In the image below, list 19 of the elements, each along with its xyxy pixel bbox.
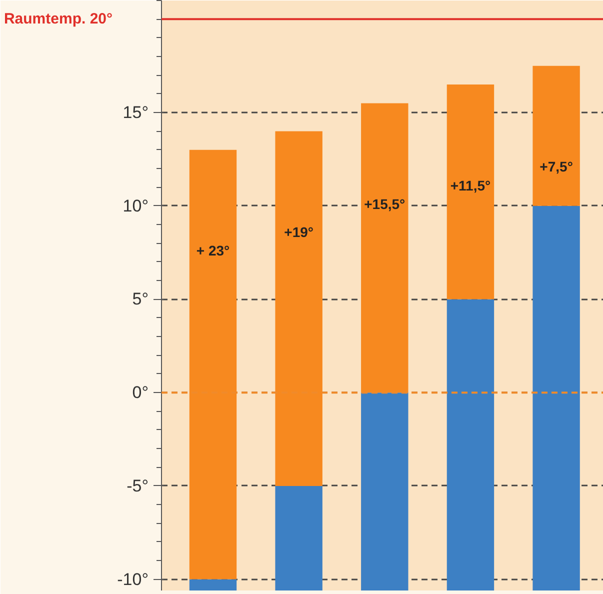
bar xyxy=(532,66,580,206)
y-tick-label: 5° xyxy=(132,290,149,309)
data-label: +15,5° xyxy=(364,196,406,212)
data-label: + 23° xyxy=(196,242,230,259)
bar xyxy=(446,299,494,590)
bar xyxy=(446,84,494,300)
ref-line-label: Raumtemp. 20° xyxy=(4,10,112,28)
data-label: +11,5° xyxy=(450,177,491,194)
bar xyxy=(532,206,580,590)
bar xyxy=(275,486,322,590)
data-label: +19° xyxy=(284,224,314,240)
y-tick-label: -5° xyxy=(126,476,149,496)
y-tick-label: 0° xyxy=(132,383,149,402)
data-label: +7,5° xyxy=(540,158,573,175)
y-tick-label: 10° xyxy=(122,196,149,216)
bar xyxy=(361,392,408,590)
y-tick-label: 15° xyxy=(122,103,149,122)
y-tick-label: -10° xyxy=(117,570,149,589)
bar xyxy=(189,579,237,590)
